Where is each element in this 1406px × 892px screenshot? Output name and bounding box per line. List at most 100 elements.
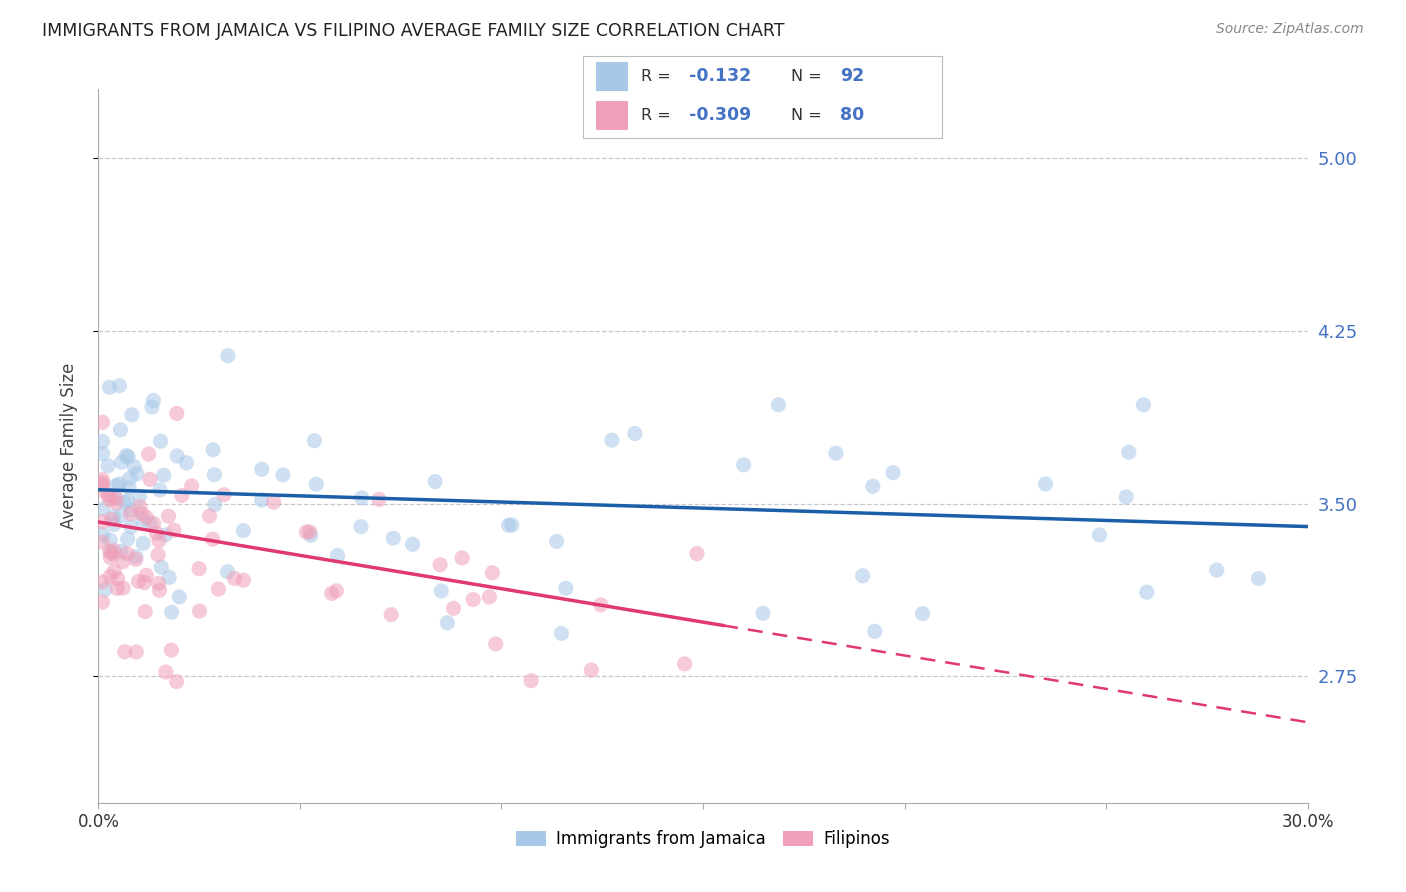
Point [250, 493, 273, 508]
Point [350, 519, 373, 533]
Point [305, 477, 328, 491]
Point [101, 547, 124, 561]
Point [122, 459, 145, 474]
Point [217, 349, 239, 363]
Point [105, 496, 128, 510]
Point [134, 575, 156, 590]
Point [1118, 445, 1140, 459]
Point [141, 400, 163, 414]
Point [97, 458, 120, 473]
Text: IMMIGRANTS FROM JAMAICA VS FILIPINO AVERAGE FAMILY SIZE CORRELATION CHART: IMMIGRANTS FROM JAMAICA VS FILIPINO AVER… [42, 22, 785, 40]
Point [463, 592, 485, 607]
Text: -0.132: -0.132 [689, 67, 751, 86]
Point [91, 447, 114, 461]
Point [429, 558, 451, 572]
Text: N =: N = [792, 69, 827, 84]
Point [863, 624, 886, 639]
Point [299, 528, 322, 542]
Point [112, 495, 135, 509]
Point [91, 475, 114, 490]
Point [443, 601, 465, 615]
Point [581, 663, 603, 677]
Point [451, 551, 474, 566]
Point [97, 489, 120, 503]
Point [134, 605, 156, 619]
Point [91, 415, 114, 429]
Point [110, 544, 132, 558]
Point [142, 393, 165, 408]
Point [263, 495, 285, 509]
Point [157, 570, 180, 584]
Point [155, 528, 177, 542]
Point [135, 510, 157, 524]
FancyBboxPatch shape [596, 101, 628, 130]
Point [188, 562, 211, 576]
Point [125, 552, 148, 566]
Point [768, 398, 790, 412]
Point [125, 467, 148, 481]
Point [862, 479, 884, 493]
Point [149, 483, 172, 497]
Point [204, 467, 226, 482]
Point [169, 590, 191, 604]
Point [98, 545, 121, 559]
Point [139, 516, 162, 530]
Point [132, 513, 155, 527]
Point [550, 626, 572, 640]
Point [911, 607, 934, 621]
Point [217, 565, 239, 579]
Point [752, 607, 775, 621]
Point [401, 537, 423, 551]
Point [1088, 528, 1111, 542]
Text: R =: R = [641, 108, 676, 123]
Point [825, 446, 848, 460]
Text: Source: ZipAtlas.com: Source: ZipAtlas.com [1216, 22, 1364, 37]
Point [160, 605, 183, 619]
Point [170, 488, 193, 502]
Point [852, 569, 875, 583]
Point [1035, 476, 1057, 491]
Point [232, 524, 254, 538]
Point [91, 483, 114, 498]
Point [94, 582, 117, 596]
Point [423, 475, 446, 489]
Point [554, 581, 576, 595]
Point [350, 491, 373, 505]
Point [326, 549, 349, 563]
Point [131, 506, 153, 520]
Point [150, 560, 173, 574]
Point [224, 571, 246, 585]
Point [121, 503, 143, 517]
Point [155, 665, 177, 679]
Point [117, 532, 139, 546]
Point [180, 479, 202, 493]
Point [117, 450, 139, 464]
Point [232, 574, 254, 588]
Point [118, 481, 141, 495]
Point [148, 583, 170, 598]
Point [91, 434, 114, 449]
Point [1205, 563, 1227, 577]
Point [115, 547, 138, 561]
Point [624, 426, 647, 441]
Point [176, 456, 198, 470]
Point [152, 468, 174, 483]
Point [105, 582, 128, 596]
Point [673, 657, 696, 671]
Point [127, 574, 149, 589]
Point [201, 532, 224, 546]
Point [481, 566, 503, 580]
Text: -0.309: -0.309 [689, 106, 751, 124]
Text: 80: 80 [839, 106, 865, 124]
Point [148, 576, 170, 591]
Point [91, 595, 114, 609]
Point [160, 643, 183, 657]
Point [295, 524, 318, 539]
Point [103, 517, 125, 532]
Point [117, 494, 139, 508]
Point [98, 550, 121, 565]
Point [188, 604, 211, 618]
Point [103, 509, 125, 524]
Point [104, 491, 127, 505]
Point [142, 516, 165, 531]
